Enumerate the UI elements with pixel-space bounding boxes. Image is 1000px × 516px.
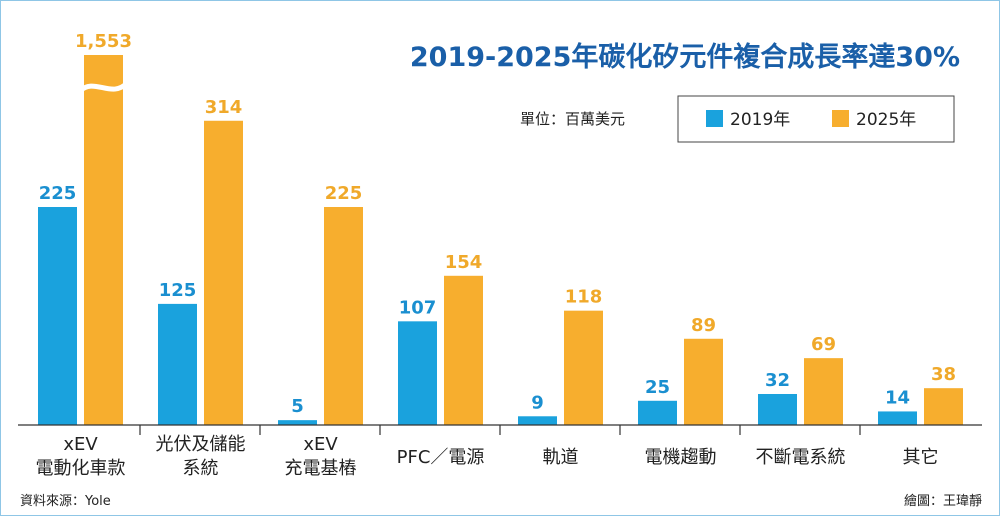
credit-note: 繪圖：王瑋靜 [904,493,982,509]
value-label-2025年-6: 69 [811,334,836,355]
bar-2025年-0 [84,55,123,425]
value-label-2025年-2: 225 [325,183,363,204]
bar-2025年-4 [564,310,603,425]
legend-swatch-2025 [832,110,849,127]
category-label-6-0: 不斷電系統 [756,447,846,468]
bar-2019年-5 [638,400,677,425]
value-label-2019年-1: 125 [159,280,197,301]
bar-2019年-3 [398,321,437,425]
bar-2025年-6 [804,358,843,425]
legend-label-2019: 2019年 [730,110,790,130]
bar-2025年-2 [324,207,363,425]
bar-2025年-3 [444,275,483,425]
value-label-2025年-3: 154 [445,252,483,273]
value-label-2025年-0: 1,553 [75,31,132,52]
axis-break-mark [78,81,129,93]
bar-2019年-1 [158,303,197,425]
value-label-2019年-4: 9 [531,392,544,413]
value-label-2025年-5: 89 [691,315,716,336]
legend-box [677,95,955,143]
category-label-0-1: 電動化車款 [36,458,126,479]
category-label-1-0: 光伏及儲能 [156,434,246,455]
bar-2025年-5 [684,338,723,425]
bar-2019年-6 [758,393,797,425]
bar-2019年-4 [518,416,557,425]
category-label-7-0: 其它 [903,447,939,468]
value-label-2025年-1: 314 [205,97,243,118]
value-label-2019年-7: 14 [885,387,910,408]
bar-2025年-1 [204,120,243,425]
bar-2025年-7 [924,388,963,425]
value-label-2025年-7: 38 [931,364,956,385]
category-label-4-0: 軌道 [543,447,579,468]
category-label-5-0: 電機趨動 [645,447,717,468]
value-label-2019年-6: 32 [765,370,790,391]
value-label-2025年-4: 118 [565,287,603,308]
category-separators [139,425,861,435]
legend-swatch-2019 [706,110,723,127]
value-labels: 225 1,553 125 314 5 225 107 154 9 118 25 89 32 69 14 38 [39,31,956,417]
value-label-2019年-0: 225 [39,183,77,204]
category-label-2-0: xEV [303,434,338,455]
value-label-2019年-3: 107 [399,297,437,318]
category-label-2-1: 充電基樁 [285,458,357,479]
value-label-2019年-2: 5 [291,396,304,417]
value-label-2019年-5: 25 [645,377,670,398]
category-label-1-1: 系統 [183,458,219,479]
bar-2019年-0 [38,207,77,425]
chart-title: 2019-2025年碳化矽元件複合成長率達30% [410,41,960,73]
legend-label-2025: 2025年 [856,110,916,130]
category-label-3-0: PFC／電源 [397,447,485,468]
legend: 2019年 2025年 [677,95,955,143]
bar-2019年-2 [278,420,317,425]
bars [38,55,963,425]
source-note: 資料來源：Yole [20,494,111,509]
category-label-0-0: xEV [63,434,98,455]
bar-2019年-7 [878,411,917,425]
unit-label: 單位：百萬美元 [520,110,625,128]
